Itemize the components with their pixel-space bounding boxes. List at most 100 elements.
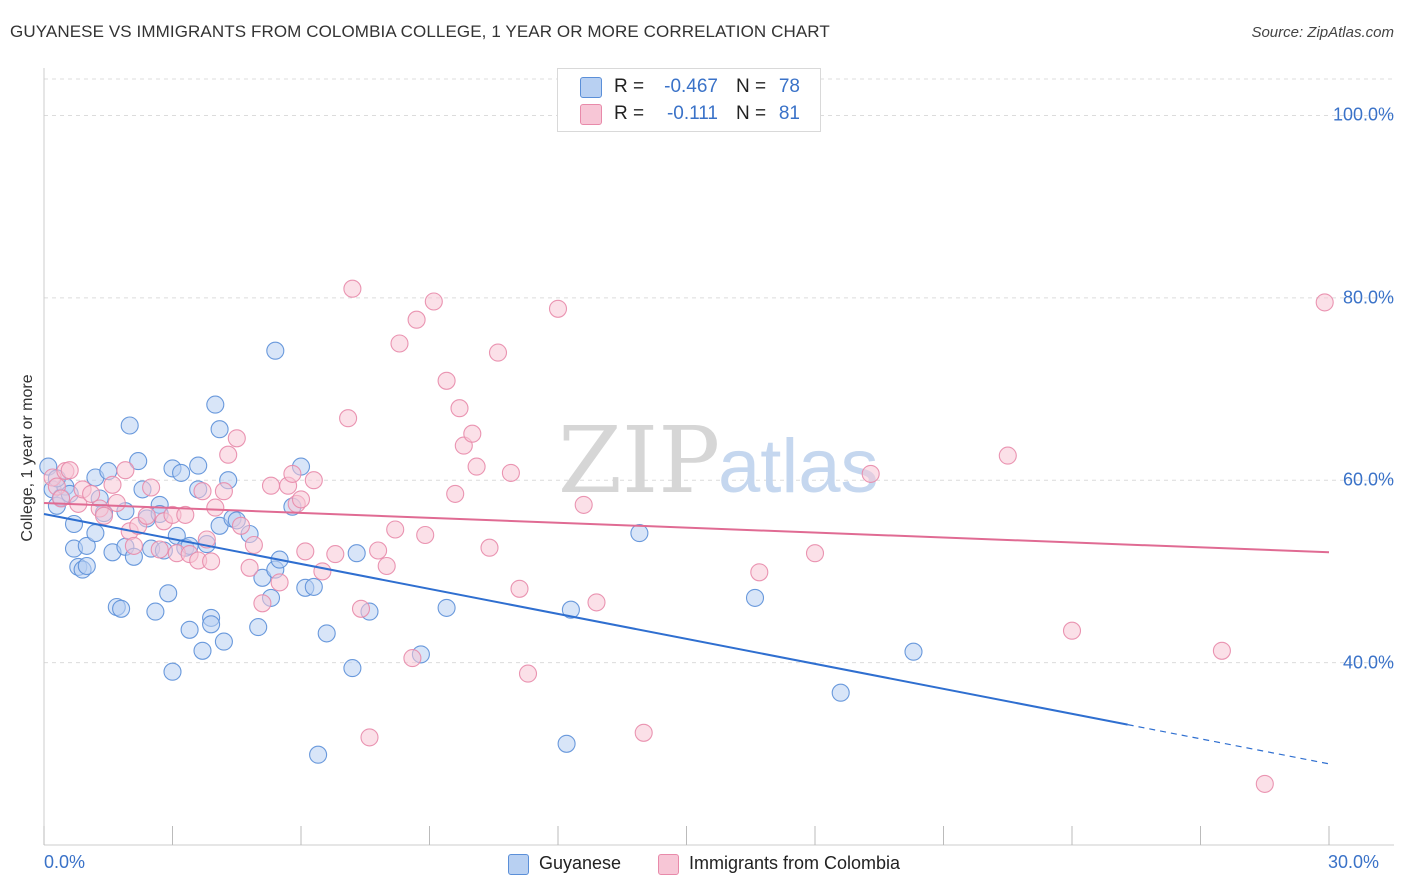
data-point (424, 292, 443, 311)
data-point (146, 602, 165, 621)
data-point (94, 506, 114, 525)
data-point (253, 594, 272, 613)
data-point (176, 505, 195, 524)
data-point (304, 577, 323, 596)
legend-swatch-colombia (580, 104, 602, 125)
data-point (1315, 293, 1334, 312)
data-point (634, 723, 653, 742)
data-point (189, 456, 208, 475)
data-point (309, 745, 328, 764)
data-point (510, 579, 529, 598)
data-point (77, 536, 96, 555)
data-point (249, 618, 268, 637)
data-point (1255, 774, 1274, 793)
data-point (244, 535, 263, 555)
data-point (150, 540, 169, 559)
data-point (180, 620, 199, 639)
data-point (343, 279, 362, 298)
y-tick-label: 100.0% (1332, 104, 1394, 125)
legend-swatch-colombia (658, 854, 679, 875)
data-point (1212, 641, 1231, 660)
legend-r-label: R = (614, 103, 645, 124)
source-label: Source: ZipAtlas.com (1251, 24, 1394, 41)
legend-label-colombia: Immigrants from Colombia (689, 853, 901, 873)
data-point (630, 524, 649, 543)
data-point (351, 599, 371, 618)
data-point (861, 464, 880, 483)
data-point (159, 584, 178, 603)
data-point (253, 568, 272, 587)
data-point (219, 445, 238, 464)
data-point (142, 478, 161, 497)
data-point (107, 493, 126, 513)
legend-label-guyanese: Guyanese (539, 853, 622, 873)
data-point (193, 641, 212, 660)
data-point (343, 659, 362, 678)
axes (43, 68, 1394, 846)
data-point (561, 600, 580, 619)
data-point (283, 464, 302, 483)
watermark: ZIP atlas (558, 407, 879, 514)
data-point (172, 463, 191, 482)
data-point (82, 484, 101, 503)
data-point (587, 593, 606, 612)
data-point (750, 563, 769, 582)
data-point (557, 734, 576, 753)
data-point (998, 446, 1017, 465)
data-point (745, 588, 765, 607)
data-point (103, 475, 122, 494)
y-tick-label: 80.0% (1342, 287, 1394, 308)
x-tick-label-max: 30.0% (1328, 852, 1380, 872)
data-point (202, 552, 221, 571)
data-point (501, 463, 520, 482)
watermark-atlas: atlas (718, 424, 879, 509)
legend-n-value: 78 (778, 76, 800, 97)
data-point (446, 484, 465, 503)
data-point (214, 632, 233, 651)
legend-n-label: N = (736, 103, 767, 124)
data-point (467, 457, 486, 476)
data-point (231, 516, 251, 535)
data-point (60, 461, 79, 480)
data-point (137, 506, 156, 525)
data-point (291, 490, 311, 509)
data-point (193, 482, 212, 501)
data-point (129, 452, 148, 471)
data-point (206, 395, 225, 414)
data-point (339, 409, 358, 428)
data-point (518, 664, 538, 683)
data-point (480, 538, 499, 557)
legend-r-value: -0.467 (664, 76, 718, 97)
trend-extension-0 (1127, 724, 1330, 765)
data-point (416, 525, 435, 545)
data-point (210, 420, 229, 439)
data-point (805, 544, 825, 563)
data-point (202, 615, 221, 634)
data-point (831, 683, 850, 702)
legend-row-colombia: R = -0.111 N = 81 (558, 101, 820, 127)
y-tick-label: 40.0% (1342, 652, 1394, 673)
legend-r-label: R = (614, 76, 645, 97)
data-point (437, 371, 456, 390)
data-point (116, 461, 135, 480)
y-tick-label: 60.0% (1342, 469, 1394, 490)
data-point (266, 341, 285, 360)
data-point (386, 520, 405, 539)
data-point (124, 536, 143, 555)
data-point (120, 416, 139, 435)
data-point (904, 642, 923, 661)
data-point (77, 556, 96, 576)
chart-title: GUYANESE VS IMMIGRANTS FROM COLOMBIA COL… (10, 22, 830, 41)
data-point (240, 558, 259, 577)
data-point (369, 541, 388, 560)
data-point (463, 424, 482, 443)
data-point (407, 310, 426, 329)
data-point (270, 573, 289, 592)
data-point (227, 429, 246, 448)
legend-swatch-guyanese (508, 854, 529, 875)
data-point (261, 476, 281, 495)
legend-r-value: -0.111 (666, 103, 718, 124)
data-point (326, 545, 345, 564)
data-point (112, 599, 131, 618)
